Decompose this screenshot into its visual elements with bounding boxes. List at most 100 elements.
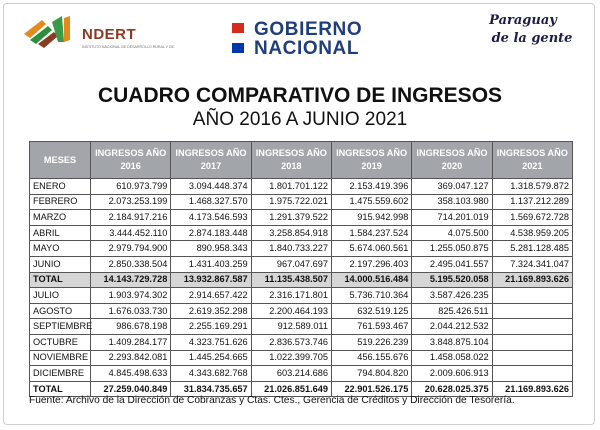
amount-cell: 915.942.998 [330, 209, 413, 226]
table-row: SEPTIEMBRE 986.678.198 2.255.169.291 912.58… [29, 318, 573, 335]
amount-cell: 1.291.379.522 [250, 209, 332, 226]
amount-cell: 2.914.657.422 [170, 287, 252, 304]
amount-cell: 1.431.403.259 [170, 255, 252, 273]
month-cell: FEBRERO [29, 193, 91, 211]
amount-cell: 22.901.526.175 [330, 380, 413, 398]
amount-cell: 5.674.060.561 [330, 240, 413, 257]
header-2016: INGRESOS AÑO 2016 [89, 141, 172, 179]
header-2019: INGRESOS AÑO 2019 [330, 141, 413, 179]
amount-cell: 2.619.352.298 [170, 302, 252, 320]
table-row: AGOSTO 1.676.033.730 2.619.352.298 2.200.46… [29, 302, 573, 320]
table-row: MARZO 2.184.917.216 4.173.546.593 1.291.379… [29, 209, 573, 226]
amount-cell: 714.201.019 [411, 209, 493, 226]
month-cell: ENERO [29, 178, 91, 195]
table-row: MAYO 2.979.794.900 890.958.343 1.840.733.22… [29, 240, 573, 257]
amount-cell: 21.169.893.626 [491, 380, 573, 398]
amount-cell: 7.324.341.047 [491, 255, 573, 273]
header-months: MESES [29, 141, 91, 179]
month-cell: TOTAL [29, 271, 91, 289]
table-total-row: TOTAL 27.259.040.849 31.834.735.657 21.026.… [29, 380, 573, 398]
amount-cell: 3.587.426.235 [411, 287, 493, 304]
amount-cell: 2.200.464.193 [250, 302, 332, 320]
header-2020: INGRESOS AÑO 2020 [411, 141, 493, 179]
amount-cell: 1.569.672.728 [491, 209, 573, 226]
amount-cell: 890.958.343 [170, 240, 252, 257]
gobierno-line1: GOBIERNO [254, 19, 363, 40]
page-subtitle: AÑO 2016 A JUNIO 2021 [192, 109, 408, 130]
header-2017: INGRESOS AÑO 2017 [170, 141, 252, 179]
indert-emblem-icon [24, 16, 70, 48]
amount-cell: 4.343.682.768 [170, 365, 252, 382]
amount-cell: 1.458.058.022 [411, 349, 493, 367]
month-cell: JULIO [29, 287, 91, 304]
table-row: JUNIO 2.850.338.504 1.431.403.259 967.047.6… [29, 255, 573, 273]
paraguay-flag-icon [232, 23, 244, 53]
amount-cell: 3.848.875.104 [411, 333, 493, 351]
month-cell: JUNIO [29, 255, 91, 273]
paraguay-de-la-gente-logo: Paraguay de la gente [468, 12, 578, 48]
table-row: JULIO 1.903.974.302 2.914.657.422 2.316.171… [29, 287, 573, 304]
amount-cell: 2.009.606.913 [411, 365, 493, 382]
amount-cell: 3.258.854.918 [250, 224, 332, 242]
amount-cell: 3.444.452.110 [89, 224, 172, 242]
month-cell: ABRIL [29, 224, 91, 242]
amount-cell: 825.426.511 [411, 302, 493, 320]
amount-cell: 2.184.917.216 [89, 209, 172, 226]
amount-cell: 1.468.327.570 [170, 193, 252, 211]
table-total-row: TOTAL 14.143.729.728 13.932.867.587 11.135.… [29, 271, 573, 289]
month-cell: NOVIEMBRE [29, 349, 91, 367]
amount-cell: 4.538.959.205 [491, 224, 573, 242]
amount-cell: 1.584.237.524 [330, 224, 413, 242]
income-table: MESES INGRESOS AÑO 2016 INGRESOS AÑO 201… [29, 141, 573, 398]
amount-cell: 1.801.701.122 [250, 178, 332, 195]
amount-cell: 1.409.284.177 [89, 333, 172, 351]
indert-subtitle: INSTITUTO NACIONAL DE DESARROLLO RURAL Y… [82, 45, 174, 49]
month-cell: OCTUBRE [29, 333, 91, 351]
amount-cell [491, 287, 573, 304]
amount-cell: 2.153.419.396 [330, 178, 413, 195]
amount-cell: 14.143.729.728 [89, 271, 172, 289]
amount-cell: 1.975.722.021 [250, 193, 332, 211]
gobierno-nacional-logo: GOBIERNO NACIONAL [232, 20, 412, 64]
month-cell: MAYO [29, 240, 91, 257]
amount-cell: 610.973.799 [89, 178, 172, 195]
amount-cell: 2.073.253.199 [89, 193, 172, 211]
amount-cell: 21.026.851.649 [250, 380, 332, 398]
gobierno-line2: NACIONAL [254, 38, 360, 59]
amount-cell: 358.103.980 [411, 193, 493, 211]
amount-cell: 2.197.296.403 [330, 255, 413, 273]
amount-cell: 3.094.448.374 [170, 178, 252, 195]
amount-cell: 986.678.198 [89, 318, 172, 335]
amount-cell: 1.445.254.665 [170, 349, 252, 367]
month-cell: MARZO [29, 209, 91, 226]
amount-cell [491, 349, 573, 367]
amount-cell: 4.173.546.593 [170, 209, 252, 226]
amount-cell [491, 302, 573, 320]
table-row: ABRIL 3.444.452.110 2.874.183.448 3.258.854… [29, 224, 573, 242]
table-row: DICIEMBRE 4.845.498.633 4.343.682.768 603.2… [29, 365, 573, 382]
table-row: OCTUBRE 1.409.284.177 4.323.751.626 2.836.5… [29, 333, 573, 351]
indert-name: NDERT [82, 26, 137, 43]
table-row: NOVIEMBRE 2.293.842.081 1.445.254.665 1.022… [29, 349, 573, 367]
month-cell: SEPTIEMBRE [29, 318, 92, 335]
amount-cell: 2.979.794.900 [89, 240, 172, 257]
paraguay-line2: de la gente [491, 31, 573, 46]
amount-cell: 1.137.212.289 [491, 193, 573, 211]
amount-cell: 967.047.697 [250, 255, 332, 273]
table-row: FEBRERO 2.073.253.199 1.468.327.570 1.975.7… [29, 193, 573, 211]
amount-cell: 11.135.438.507 [250, 271, 332, 289]
amount-cell: 369.047.127 [411, 178, 493, 195]
table-row: ENERO 610.973.799 3.094.448.374 1.801.701.1… [29, 178, 573, 195]
amount-cell [491, 333, 573, 351]
amount-cell [491, 365, 573, 382]
header-2018: INGRESOS AÑO 2018 [250, 141, 332, 179]
amount-cell: 632.519.125 [330, 302, 413, 320]
amount-cell: 1.255.050.875 [411, 240, 493, 257]
amount-cell: 1.676.033.730 [89, 302, 172, 320]
amount-cell: 20.628.025.375 [411, 380, 493, 398]
amount-cell: 2.874.183.448 [170, 224, 252, 242]
amount-cell: 761.593.467 [330, 318, 413, 335]
table-body: ENERO 610.973.799 3.094.448.374 1.801.701.1… [29, 178, 573, 398]
amount-cell: 1.022.399.705 [250, 349, 332, 367]
amount-cell: 794.804.820 [330, 365, 413, 382]
